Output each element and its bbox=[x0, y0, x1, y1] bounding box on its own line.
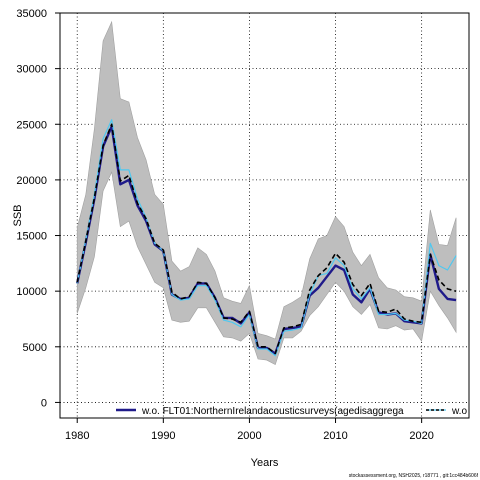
y-tick-label: 30000 bbox=[16, 64, 47, 76]
y-tick-label: 20000 bbox=[16, 175, 47, 187]
x-tick-label: 1980 bbox=[65, 430, 89, 442]
series-lines bbox=[76, 119, 457, 357]
x-tick-label: 2000 bbox=[237, 430, 261, 442]
series-line-2 bbox=[76, 119, 457, 357]
y-axis-label: SSB bbox=[12, 204, 24, 226]
x-axis-label: Years bbox=[251, 457, 279, 469]
legend-label-2: w.o bbox=[451, 406, 467, 417]
grid-lines bbox=[60, 12, 469, 418]
footer-note: stockassessment.org, NSH2025, r18771 , g… bbox=[349, 473, 479, 479]
legend-label-1: w.o. FLT01:NorthernIrelandacousticsurvey… bbox=[141, 406, 404, 417]
confidence-band-layer bbox=[76, 20, 457, 366]
x-axis-ticks: 1980 1990 2000 2010 2020 bbox=[65, 418, 434, 442]
y-tick-label: 25000 bbox=[16, 119, 47, 131]
series-line-0 bbox=[76, 123, 457, 355]
y-tick-label: 5000 bbox=[23, 342, 47, 354]
x-tick-label: 2010 bbox=[323, 430, 347, 442]
y-tick-label: 15000 bbox=[16, 231, 47, 243]
y-tick-label: 10000 bbox=[16, 286, 47, 298]
x-tick-label: 2020 bbox=[409, 430, 433, 442]
y-axis-ticks: 0 5000 10000 15000 20000 25000 30000 35000 bbox=[16, 8, 60, 409]
x-tick-label: 1990 bbox=[151, 430, 175, 442]
plot-frame bbox=[59, 12, 470, 419]
y-tick-label: 35000 bbox=[16, 8, 47, 20]
legend: w.o. FLT01:NorthernIrelandacousticsurvey… bbox=[116, 406, 467, 417]
y-tick-label: 0 bbox=[41, 397, 47, 409]
confidence-band bbox=[76, 20, 457, 366]
